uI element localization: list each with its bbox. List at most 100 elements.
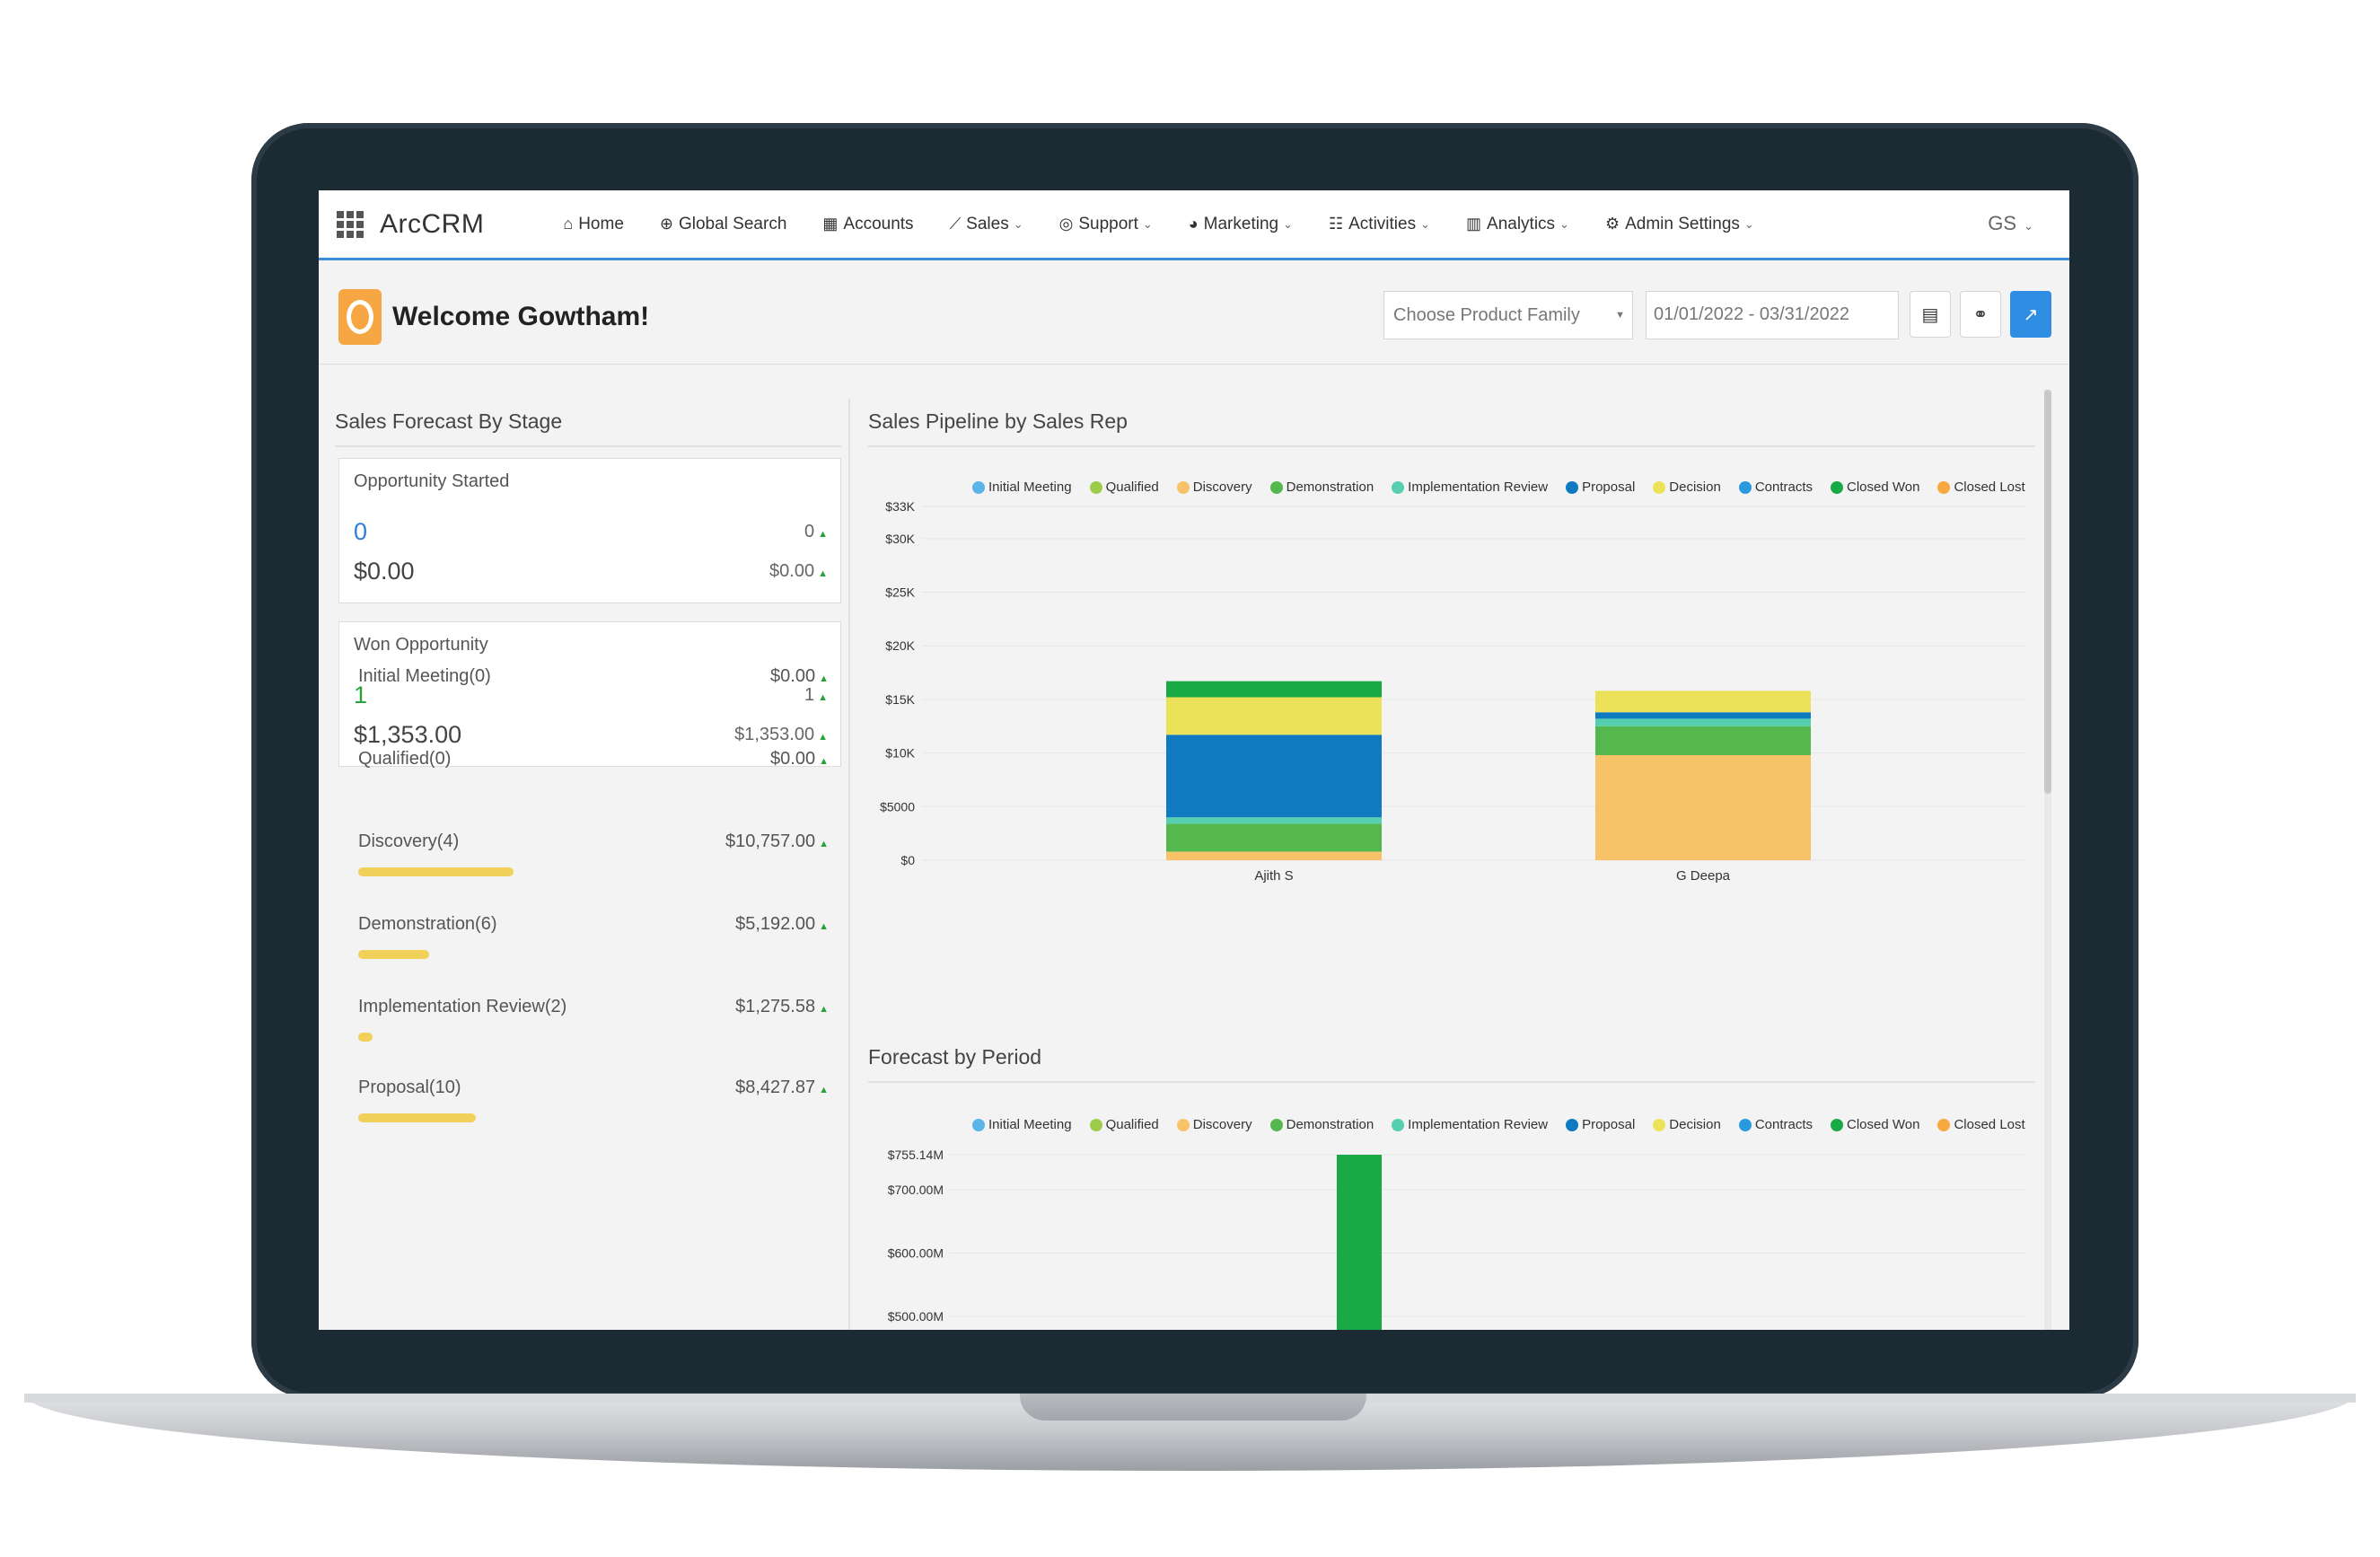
stage-row[interactable]: Demonstration(6) $5,192.00 ▲ (358, 914, 829, 968)
stage-value: $0.00 ▲ (770, 666, 829, 686)
nav-item-marketing[interactable]: ◕ Marketing ⌄ (1189, 215, 1293, 234)
won-opportunity-card[interactable]: Won Opportunity 1 $1,353.00 1 ▲ $1,353.00… (338, 621, 841, 767)
support-handshake-icon: ◎ (1058, 215, 1074, 233)
trend-up-icon: ▲ (819, 1085, 829, 1095)
table-icon: ▤ (1921, 304, 1939, 325)
legend-item[interactable]: Demonstration (1269, 479, 1374, 495)
user-menu[interactable]: GS ⌄ (1988, 212, 2033, 235)
stage-row[interactable]: Implementation Review(2) $1,275.58 ▲ (358, 997, 829, 1051)
chevron-down-icon: ⌄ (1420, 216, 1430, 231)
legend-item[interactable]: Closed Won (1831, 479, 1919, 495)
nav-item-accounts[interactable]: ▦ Accounts (822, 215, 913, 234)
legend-item[interactable]: Proposal (1566, 479, 1635, 495)
legend-swatch (1831, 480, 1844, 494)
stage-progress-bar (358, 1113, 476, 1122)
legend-item[interactable]: Closed Lost (1937, 479, 2025, 495)
legend-swatch (1089, 1118, 1102, 1131)
handshake-icon: ⚭ (1972, 304, 1989, 325)
opportunity-started-card[interactable]: Opportunity Started 0 $0.00 0 ▲ $0.00 ▲ (338, 458, 841, 603)
legend-item[interactable]: Decision (1653, 1117, 1721, 1132)
divider (868, 1081, 2035, 1083)
card-right-count: 1 ▲ (804, 685, 828, 705)
legend-item[interactable]: Qualified (1089, 479, 1159, 495)
trend-up-icon: ▲ (819, 673, 829, 684)
stage-row[interactable]: Qualified(0) $0.00 ▲ (358, 749, 829, 803)
handshake-view-button[interactable]: ⚭ (1960, 291, 2001, 338)
legend-item[interactable]: Initial Meeting (972, 479, 1072, 495)
legend-label: Demonstration (1286, 1117, 1374, 1132)
nav-item-admin-settings[interactable]: ⚙ Admin Settings ⌄ (1605, 215, 1754, 234)
y-tick-label: $10K (885, 746, 915, 761)
stage-row[interactable]: Discovery(4) $10,757.00 ▲ (358, 831, 829, 885)
table-view-button[interactable]: ▤ (1910, 291, 1951, 338)
bar-segment (1166, 697, 1382, 735)
legend-swatch (972, 1118, 985, 1131)
legend-label: Decision (1669, 1117, 1721, 1132)
brand-name[interactable]: ArcCRM (380, 208, 485, 239)
legend-item[interactable]: Closed Lost (1937, 1117, 2025, 1132)
caret-down-icon: ▼ (1615, 310, 1625, 321)
product-family-select[interactable]: Choose Product Family ▼ (1383, 291, 1633, 339)
legend-item[interactable]: Qualified (1089, 1117, 1159, 1132)
chevron-down-icon: ⌄ (1283, 216, 1293, 231)
stage-name: Implementation Review(2) (358, 997, 567, 1016)
legend-swatch (1566, 1118, 1579, 1131)
legend-item[interactable]: Discovery (1176, 1117, 1252, 1132)
scrollbar-thumb[interactable] (2044, 390, 2051, 794)
card-amount: $1,353.00 (354, 721, 462, 748)
legend-label: Closed Won (1847, 479, 1920, 495)
card-label: Opportunity Started (354, 471, 510, 491)
nav-item-label: Accounts (843, 214, 914, 233)
x-tick-label: G Deepa (1676, 868, 1731, 884)
card-count: 0 (354, 518, 368, 545)
legend-swatch (1937, 1118, 1951, 1131)
nav-item-label: Analytics (1487, 214, 1556, 233)
legend-item[interactable]: Initial Meeting (972, 1117, 1072, 1132)
stage-name: Proposal(10) (358, 1078, 461, 1097)
vertical-scrollbar[interactable] (2044, 390, 2051, 1330)
legend-item[interactable]: Discovery (1176, 479, 1252, 495)
card-right-count: 0 ▲ (804, 522, 828, 541)
forecast-by-stage-panel: Sales Forecast By Stage Opportunity Star… (335, 399, 841, 1330)
legend-item[interactable]: Closed Won (1831, 1117, 1919, 1132)
legend-item[interactable]: Contracts (1738, 1117, 1814, 1132)
nav-item-label: Sales (966, 214, 1009, 233)
chart-view-button[interactable]: ↗ (2010, 291, 2051, 338)
legend-item[interactable]: Proposal (1566, 1117, 1635, 1132)
nav-item-analytics[interactable]: ▥ Analytics ⌄ (1466, 215, 1569, 234)
card-right-amount: $1,353.00 ▲ (734, 725, 828, 744)
stage-name: Qualified(0) (358, 749, 452, 769)
legend-label: Closed Lost (1954, 479, 2025, 495)
legend-swatch (1089, 480, 1102, 494)
legend-label: Proposal (1582, 479, 1636, 495)
nav-item-label: Support (1078, 214, 1138, 233)
legend-item[interactable]: Contracts (1738, 479, 1813, 495)
trend-up-icon: ▲ (818, 568, 828, 579)
card-count: 1 (354, 682, 368, 708)
legend-swatch (1269, 1118, 1283, 1131)
legend-item[interactable]: Demonstration (1269, 1117, 1374, 1132)
stage-value: $10,757.00 ▲ (725, 831, 829, 851)
bar-segment (1595, 718, 1811, 726)
nav-item-home[interactable]: ⌂ Home (563, 215, 624, 234)
nav-item-global-search[interactable]: ⊕ Global Search (660, 215, 787, 234)
welcome-message: Welcome Gowtham! (392, 302, 650, 331)
legend-label: Contracts (1754, 1117, 1814, 1132)
bar-segment (1595, 754, 1811, 860)
app-launcher-icon[interactable] (337, 210, 364, 238)
nav-item-label: Marketing (1203, 214, 1279, 233)
stage-row[interactable]: Initial Meeting(0) $0.00 ▲ (358, 666, 829, 720)
nav-item-activities[interactable]: ☷ Activities ⌄ (1329, 215, 1430, 234)
legend-swatch (1392, 480, 1405, 494)
legend-item[interactable]: Implementation Review (1392, 479, 1548, 495)
nav-item-sales[interactable]: ⟋ Sales ⌄ (950, 215, 1023, 234)
stage-row[interactable]: Proposal(10) $8,427.87 ▲ (358, 1078, 829, 1131)
legend-label: Implementation Review (1408, 479, 1549, 495)
nav-item-label: Global Search (678, 214, 787, 233)
date-range-input[interactable]: 01/01/2022 - 03/31/2022 (1646, 291, 1899, 339)
legend-item[interactable]: Implementation Review (1392, 1117, 1548, 1132)
legend-swatch (1653, 480, 1666, 494)
legend-item[interactable]: Decision (1653, 479, 1721, 495)
nav-item-label: Home (578, 214, 624, 233)
nav-item-support[interactable]: ◎ Support ⌄ (1059, 215, 1153, 234)
